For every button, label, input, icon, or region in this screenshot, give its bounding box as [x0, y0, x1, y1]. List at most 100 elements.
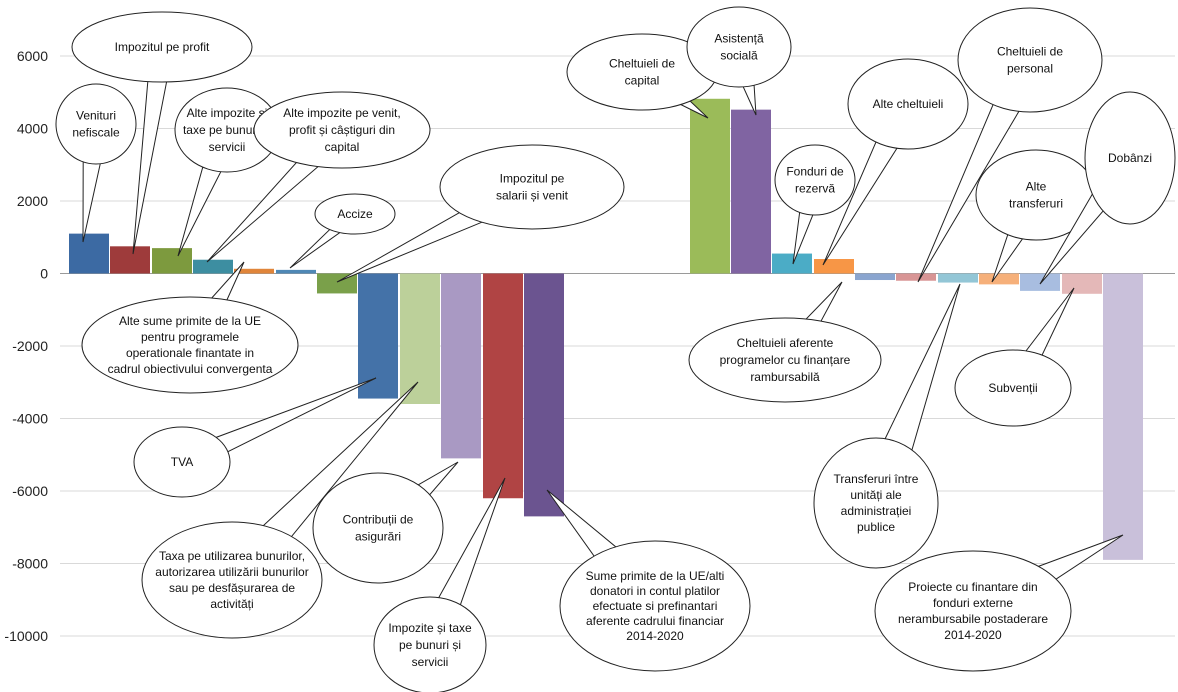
callout-label: Accize	[337, 207, 373, 221]
callout-label: unități ale	[850, 488, 902, 502]
callout-label: capital	[325, 140, 360, 154]
y-tick-label: -6000	[12, 483, 48, 499]
bar	[441, 273, 481, 459]
callout: Transferuri între unități ale administrați…	[813, 283, 961, 569]
callout: TVA	[133, 377, 377, 498]
callout: Dobânzi	[1039, 91, 1176, 285]
bar	[1062, 273, 1102, 294]
bar	[110, 246, 150, 274]
callout: Contribuții de asigurări	[312, 461, 459, 584]
callout-label: Alte	[1026, 180, 1047, 194]
bar	[1103, 273, 1143, 560]
callout-label: nerambursabile postaderare	[898, 612, 1048, 626]
bar	[358, 273, 398, 399]
callout: Cheltuieli de personal	[917, 7, 1103, 283]
callout-label: salarii și venit	[496, 189, 569, 203]
callout-label: nefiscale	[72, 126, 120, 140]
callout-bubble-fill	[561, 542, 749, 670]
callout-label: Sume primite de la UE/alti	[586, 569, 725, 583]
y-tick-label: -10000	[4, 628, 48, 644]
callout-bubble-fill	[83, 298, 297, 392]
callout-label: cadrul obiectivului convergenta	[108, 362, 273, 376]
bar	[193, 259, 233, 274]
callout-bubble-fill	[57, 85, 135, 163]
callout: Cheltuieli aferente programelor cu finanț…	[688, 281, 882, 403]
callout-label: Alte cheltuieli	[873, 97, 944, 111]
callout-label: servicii	[209, 140, 246, 154]
callout-bubble-fill	[977, 151, 1095, 239]
callout-label: pentru programele	[141, 330, 239, 344]
callout-bubble-fill	[568, 35, 716, 109]
bar	[483, 273, 523, 499]
callout: Subvenții	[954, 287, 1075, 427]
callout: Cheltuieli de capital	[566, 33, 718, 119]
callout-label: programelor cu finanțare	[720, 353, 851, 367]
callout: Venituri nefiscale	[55, 83, 137, 243]
callout-bubble-fill	[316, 195, 394, 233]
callout-bubble-fill	[1086, 93, 1174, 223]
callout-label: Alte sume primite de la UE	[119, 314, 261, 328]
callout-label: sau pe desfășurarea de	[169, 581, 295, 595]
bar	[814, 259, 854, 274]
callout-label: Venituri	[76, 109, 116, 123]
callout-bubble-fill	[255, 93, 429, 167]
callout-label: fonduri externe	[933, 596, 1013, 610]
callout-label: TVA	[171, 455, 193, 469]
callout-label: pe bunuri și	[399, 638, 461, 652]
bar	[772, 253, 812, 274]
callout-label: socială	[720, 49, 758, 63]
callout-bubble-fill	[135, 428, 229, 496]
callout-label: 2014-2020	[626, 629, 684, 643]
callout: Impozitul pe profit	[71, 11, 253, 255]
callout: Alte impozite pe venit, profit și câștigu…	[206, 91, 431, 263]
callouts: Venituri nefiscale Impozitul pe profit Alte…	[55, 6, 1176, 692]
callout-label: activități	[210, 597, 253, 611]
bar	[152, 248, 192, 274]
bar	[69, 233, 109, 274]
callout: Fonduri de rezervă	[774, 144, 856, 265]
callout-label: Cheltuieli de	[609, 57, 675, 71]
callout-bubble-fill	[375, 598, 485, 692]
bar	[731, 109, 771, 274]
callout: Asistență socială	[686, 6, 792, 116]
callout-label: Alte impozite pe venit,	[283, 106, 400, 120]
callout-label: operationale finantate in	[126, 346, 254, 360]
callout-label: Fonduri de	[786, 165, 844, 179]
callout-label: aferente cadrului financiar	[586, 614, 724, 628]
callout-label: Proiecte cu finantare din	[908, 580, 1037, 594]
callout: Alte impozite și taxe pe bunuri și servici…	[174, 87, 280, 257]
callout-label: asigurări	[355, 530, 401, 544]
callout-label: Impozitul pe profit	[115, 40, 210, 54]
y-tick-label: -8000	[12, 556, 48, 572]
callout: Alte cheltuieli	[822, 58, 969, 266]
callout-bubble-fill	[959, 9, 1101, 111]
bar	[979, 273, 1019, 285]
callout-bubble-fill	[143, 523, 321, 637]
bar	[938, 273, 978, 283]
callout-label: servicii	[412, 655, 449, 669]
callout-label: publice	[857, 520, 895, 534]
callout-label: Contribuții de	[343, 513, 414, 527]
bar	[524, 273, 564, 517]
callout-bubble-fill	[314, 474, 442, 582]
bar	[400, 273, 440, 404]
callout-label: Dobânzi	[1108, 151, 1152, 165]
bar	[317, 273, 357, 294]
callout-bubble-fill	[73, 13, 251, 81]
callout-label: Cheltuieli de	[997, 45, 1063, 59]
callout: Alte transferuri	[975, 149, 1097, 283]
callout-label: efectuate si prefinantari	[593, 599, 718, 613]
callout-label: rezervă	[795, 182, 835, 196]
callout-label: Asistență	[714, 32, 764, 46]
y-tick-label: -2000	[12, 338, 48, 354]
callout: Proiecte cu finantare din fonduri externe…	[874, 534, 1124, 672]
callout-bubble-fill	[815, 439, 937, 567]
callout-label: personal	[1007, 62, 1053, 76]
callout-label: donatori in contul platilor	[590, 584, 720, 598]
callout-label: taxe pe bunuri și	[183, 123, 271, 137]
callout-bubble-fill	[176, 89, 278, 171]
callout-label: Taxa pe utilizarea bunurilor,	[159, 549, 305, 563]
callout: Alte sume primite de la UE pentru program…	[81, 261, 299, 394]
